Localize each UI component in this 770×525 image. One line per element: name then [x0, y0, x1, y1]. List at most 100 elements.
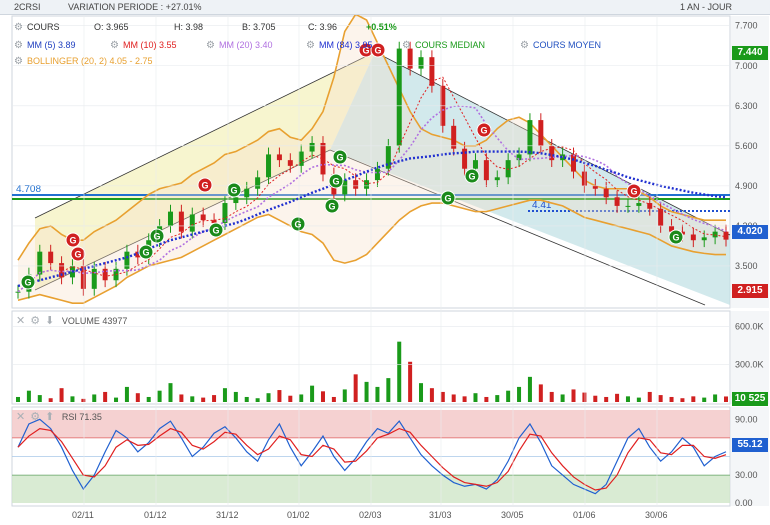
- candle-body: [690, 234, 696, 241]
- volume-bar: [538, 384, 543, 402]
- candle-body: [549, 145, 555, 161]
- volume-bar: [669, 396, 674, 402]
- x-axis: 02/11 01/12 31/12 01/02 02/03 31/03 30/05 01/06…: [72, 16, 668, 520]
- volume-bars: [16, 341, 728, 402]
- candle-body: [189, 214, 195, 232]
- candle-body: [647, 203, 653, 209]
- buy-signal-marker: [20, 274, 36, 290]
- candle-body: [712, 231, 718, 238]
- bollinger-lower-line: [17, 199, 726, 304]
- volume-bar: [310, 385, 315, 402]
- buy-signal-letter: G: [213, 226, 220, 236]
- volume-bar: [364, 381, 369, 402]
- x-tick-label: 01/12: [144, 510, 167, 520]
- volume-bar: [342, 389, 347, 402]
- buy-signal-letter: G: [154, 232, 161, 242]
- volume-bar: [484, 396, 489, 402]
- candle-body: [124, 251, 130, 269]
- candle-body: [266, 154, 272, 178]
- gear-icon[interactable]: ⚙: [14, 40, 23, 51]
- volume-bar: [135, 393, 140, 402]
- volume-bar: [146, 396, 151, 402]
- cours-close: C: 3.96: [308, 22, 338, 32]
- x-tick-label: 30/06: [645, 510, 668, 520]
- volume-bar: [255, 398, 260, 402]
- volume-tick-label: 600.0K: [735, 322, 764, 332]
- candle-body: [287, 160, 293, 166]
- volume-bar: [495, 395, 500, 402]
- gear-icon[interactable]: ⚙: [402, 40, 411, 51]
- candle-body: [505, 160, 511, 178]
- cours-high: H: 3.98: [174, 22, 204, 32]
- candle-body: [178, 211, 184, 232]
- support-label-4708: 4.708: [16, 184, 41, 195]
- buy-signal-letter: G: [673, 233, 680, 243]
- candle-body: [48, 251, 54, 264]
- volume-bar: [680, 398, 685, 402]
- sell-signal-marker: [626, 183, 642, 199]
- candle-body: [233, 197, 239, 204]
- gear-icon[interactable]: ⚙: [14, 56, 23, 67]
- mm10-label: MM (10): [122, 40, 157, 50]
- cours-low: B: 3.705: [242, 22, 276, 32]
- period-selector[interactable]: 1 AN - JOUR: [680, 2, 733, 12]
- candle-body: [527, 120, 533, 155]
- volume-bar: [16, 396, 20, 402]
- buy-signal-marker: [208, 222, 224, 238]
- volume-bar: [724, 396, 728, 402]
- gear-icon[interactable]: ⚙: [30, 315, 46, 327]
- candle-body: [298, 151, 304, 166]
- rsi-value: 71.35: [79, 412, 102, 422]
- cours-median-label: COURS MEDIAN: [414, 40, 485, 50]
- price-axis-strip: [731, 16, 769, 308]
- last-price-badge: 7.440: [732, 46, 768, 60]
- close-icon[interactable]: ✕: [16, 411, 31, 423]
- candle-body: [59, 263, 65, 278]
- candle-body: [418, 57, 424, 69]
- volume-bar: [397, 341, 402, 402]
- candle-body: [669, 225, 675, 232]
- volume-bar: [179, 394, 184, 402]
- gear-icon[interactable]: ⚙: [306, 40, 315, 51]
- low-price-badge: 2.915: [732, 284, 768, 298]
- volume-bar: [560, 394, 565, 402]
- candle-body: [364, 180, 370, 189]
- candle-body: [614, 197, 620, 206]
- candle-body: [494, 177, 500, 181]
- symbol-label: 2CRSI: [14, 2, 41, 12]
- gear-icon[interactable]: ⚙: [110, 40, 119, 51]
- gear-icon[interactable]: ⚙: [520, 40, 529, 51]
- arrow-up-icon[interactable]: ⬆: [45, 411, 60, 423]
- sell-signal-letter: G: [375, 46, 382, 56]
- buy-signal-letter: G: [295, 220, 302, 230]
- gear-icon[interactable]: ⚙: [30, 411, 46, 423]
- rsi-signal-line: [17, 427, 727, 491]
- candle-body: [407, 48, 413, 69]
- volume-label: VOLUME: [61, 316, 100, 326]
- candle-body: [255, 177, 261, 189]
- sell-signal-letter: G: [202, 181, 209, 191]
- arrow-down-icon[interactable]: ⬇: [45, 315, 60, 327]
- mm5-value: 3.89: [57, 40, 76, 50]
- candle-body: [538, 120, 544, 146]
- volume-bar: [37, 395, 42, 402]
- x-tick-label: 02/11: [72, 510, 94, 520]
- volume-bar: [331, 396, 336, 402]
- close-icon[interactable]: ✕: [16, 315, 31, 327]
- gear-icon[interactable]: ⚙: [14, 22, 23, 33]
- mm20-value: 3.40: [254, 40, 273, 50]
- gear-icon[interactable]: ⚙: [206, 40, 215, 51]
- rsi-line: [17, 418, 727, 495]
- candle-body: [200, 214, 206, 221]
- volume-bar: [70, 396, 75, 402]
- candle-body: [102, 268, 108, 281]
- volume-bar: [266, 393, 271, 402]
- volume-value: 43977: [102, 316, 128, 326]
- volume-bar: [124, 386, 129, 402]
- volume-bar: [571, 389, 576, 402]
- candle-body: [723, 231, 729, 240]
- volume-bar: [375, 386, 380, 402]
- price-layer: [15, 13, 729, 304]
- support-label-441: 4.41: [532, 200, 552, 211]
